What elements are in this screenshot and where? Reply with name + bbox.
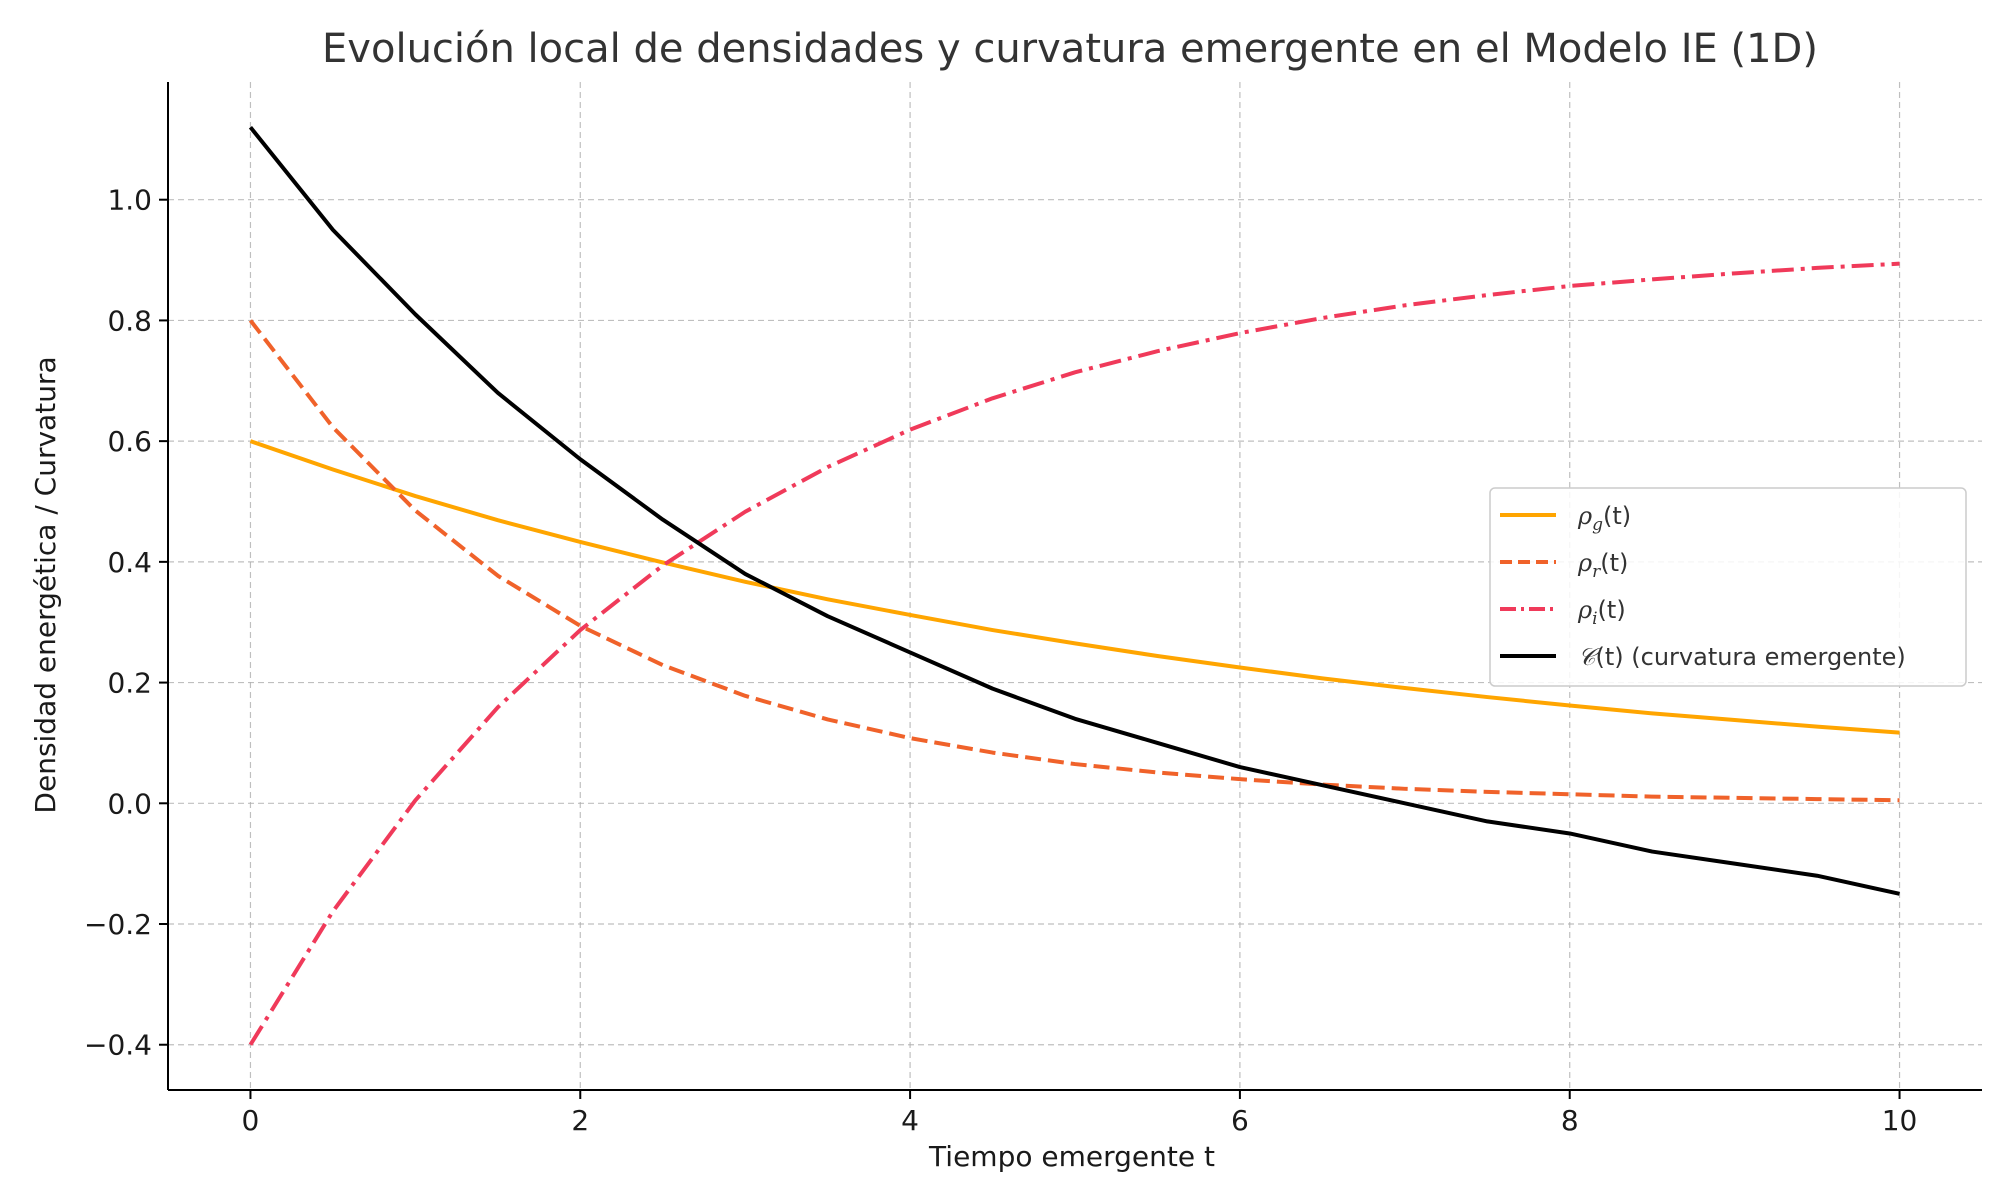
legend: ρg(t) ρr(t) ρi(t) 𝒞(t) (curvatura emergente… <box>1489 487 1967 687</box>
y-tick-label: 1.0 <box>107 184 152 217</box>
axes: 0 2 4 6 8 10 −0.4 −0.2 0.0 0.2 0.4 0.6 0.8 1.0 <box>84 82 1982 1137</box>
x-tick-label: 2 <box>571 1104 589 1137</box>
y-tick-label: 0.4 <box>107 546 152 579</box>
y-tick-label: 0.8 <box>107 304 152 337</box>
y-tick-label: −0.4 <box>84 1029 152 1062</box>
series-line-1 <box>249 439 1900 735</box>
x-tick-label: 6 <box>1231 1104 1249 1137</box>
legend-label: ρr(t) <box>1577 549 1628 582</box>
legend-label: ρg(t) <box>1577 502 1631 535</box>
chart-title: Evolución local de densidades y curvatur… <box>322 26 1818 72</box>
y-tick-label: 0.6 <box>107 425 152 458</box>
x-tick-label: 0 <box>242 1104 260 1137</box>
legend-label: ρi(t) <box>1577 596 1626 629</box>
series-lines <box>248 126 1900 1046</box>
legend-label: 𝒞(t) (curvatura emergente) <box>1578 643 1906 671</box>
x-tick-label: 10 <box>1882 1104 1918 1137</box>
series-line-4 <box>248 126 1900 896</box>
x-axis-label: Tiempo emergente t <box>928 1140 1215 1173</box>
y-axis-label: Densidad energética / Curvatura <box>29 356 62 813</box>
x-tick-label: 4 <box>901 1104 919 1137</box>
series-line-2 <box>248 319 1900 803</box>
y-tick-label: −0.2 <box>84 908 152 941</box>
y-tick-label: 0.0 <box>107 787 152 820</box>
x-tick-label: 8 <box>1561 1104 1579 1137</box>
series-line-3 <box>248 261 1900 1046</box>
legend-box <box>1489 487 1967 687</box>
y-tick-label: 0.2 <box>107 667 152 700</box>
